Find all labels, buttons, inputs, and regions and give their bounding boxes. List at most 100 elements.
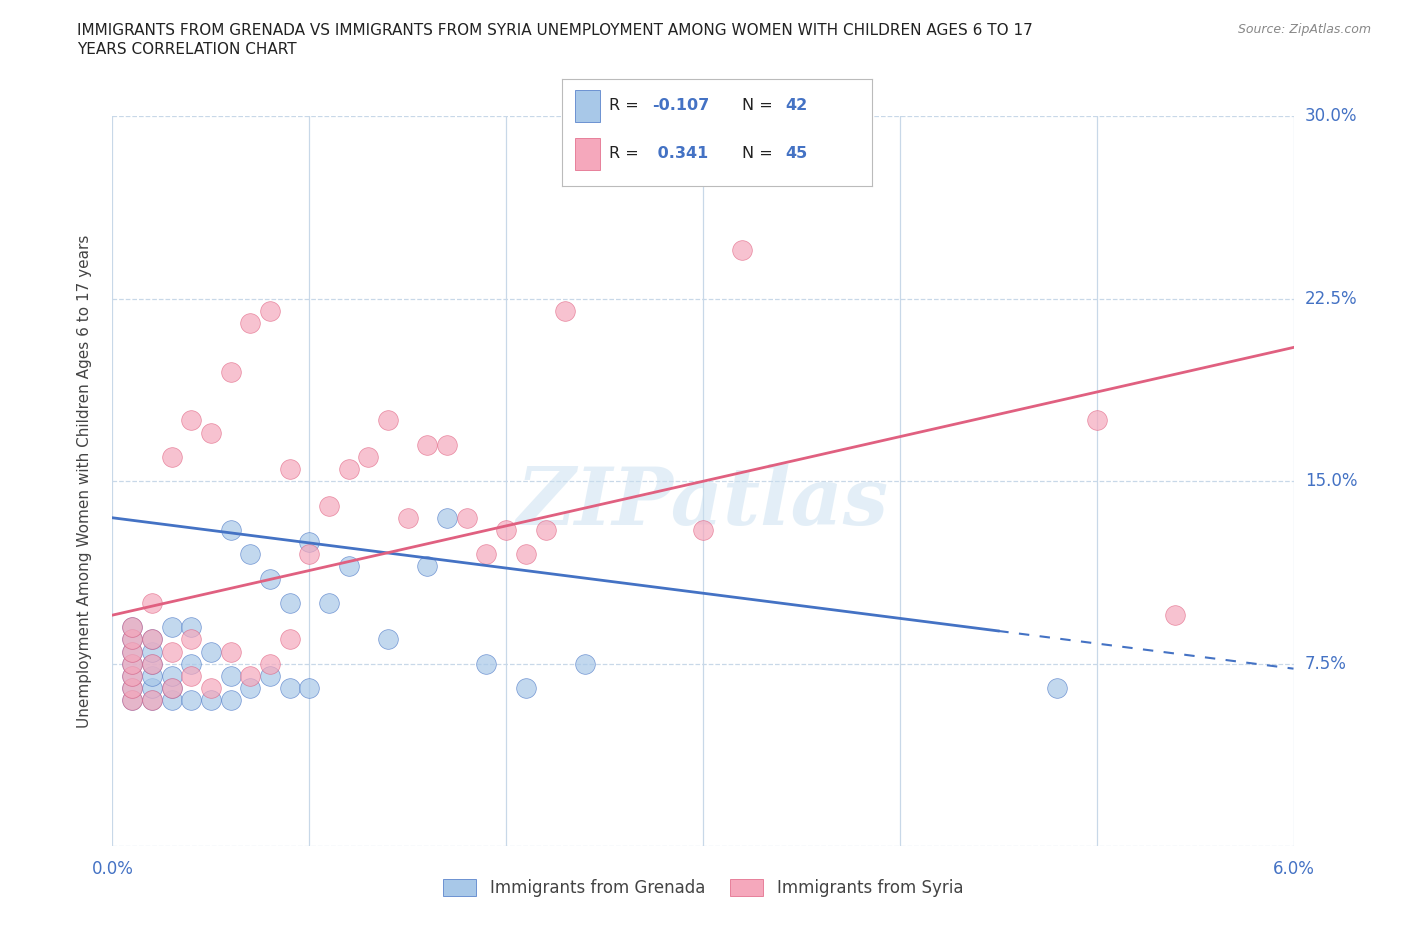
Point [121, 657, 143, 671]
Point [219, 523, 242, 538]
Text: IMMIGRANTS FROM GRENADA VS IMMIGRANTS FROM SYRIA UNEMPLOYMENT AMONG WOMEN WITH C: IMMIGRANTS FROM GRENADA VS IMMIGRANTS FR… [77, 23, 1033, 38]
Point [692, 523, 714, 538]
Point [121, 620, 143, 635]
Point [416, 559, 439, 574]
Point [554, 303, 576, 318]
Text: 22.5%: 22.5% [1305, 290, 1357, 308]
Point [239, 315, 262, 330]
Point [298, 535, 321, 550]
Point [1164, 607, 1187, 622]
Point [141, 693, 163, 708]
Point [121, 693, 143, 708]
Text: Source: ZipAtlas.com: Source: ZipAtlas.com [1237, 23, 1371, 36]
Point [121, 657, 143, 671]
Text: N =: N = [742, 146, 778, 162]
Point [239, 547, 262, 562]
Point [180, 632, 202, 647]
Text: 45: 45 [785, 146, 807, 162]
Point [278, 461, 301, 476]
Point [259, 571, 281, 586]
Point [219, 365, 242, 379]
Point [141, 681, 163, 696]
Point [436, 511, 458, 525]
Point [121, 681, 143, 696]
Point [121, 669, 143, 684]
Point [475, 547, 498, 562]
Point [219, 693, 242, 708]
Point [377, 632, 399, 647]
Point [121, 681, 143, 696]
Point [160, 681, 183, 696]
Point [1046, 681, 1069, 696]
Point [200, 681, 222, 696]
Point [515, 547, 537, 562]
Point [121, 693, 143, 708]
Point [731, 243, 754, 258]
Point [534, 523, 557, 538]
Point [180, 657, 202, 671]
Text: -0.107: -0.107 [652, 99, 710, 113]
Text: 30.0%: 30.0% [1305, 107, 1357, 126]
Point [259, 669, 281, 684]
Point [160, 620, 183, 635]
Point [200, 693, 222, 708]
Point [121, 644, 143, 659]
Point [357, 449, 380, 464]
Point [200, 644, 222, 659]
Point [318, 498, 340, 513]
Text: 0.341: 0.341 [652, 146, 709, 162]
Text: 6.0%: 6.0% [1272, 860, 1315, 878]
Point [180, 693, 202, 708]
Point [121, 632, 143, 647]
Point [160, 669, 183, 684]
Point [1085, 413, 1108, 428]
Point [337, 559, 360, 574]
Text: YEARS CORRELATION CHART: YEARS CORRELATION CHART [77, 42, 297, 57]
Point [318, 595, 340, 610]
Point [141, 693, 163, 708]
Point [337, 461, 360, 476]
Point [121, 669, 143, 684]
FancyBboxPatch shape [575, 138, 599, 170]
Point [416, 437, 439, 452]
Point [259, 303, 281, 318]
Point [121, 620, 143, 635]
Point [219, 644, 242, 659]
Point [141, 644, 163, 659]
Point [436, 437, 458, 452]
Point [141, 657, 163, 671]
Point [141, 632, 163, 647]
Point [515, 681, 537, 696]
Point [475, 657, 498, 671]
Point [121, 644, 143, 659]
Point [495, 523, 517, 538]
Point [278, 632, 301, 647]
Legend: Immigrants from Grenada, Immigrants from Syria: Immigrants from Grenada, Immigrants from… [436, 872, 970, 904]
Point [239, 669, 262, 684]
Point [160, 681, 183, 696]
Text: 15.0%: 15.0% [1305, 472, 1357, 490]
Point [239, 681, 262, 696]
Text: R =: R = [609, 146, 644, 162]
Point [180, 669, 202, 684]
Text: 42: 42 [785, 99, 807, 113]
Text: 0.0%: 0.0% [91, 860, 134, 878]
Text: R =: R = [609, 99, 644, 113]
Point [278, 595, 301, 610]
Point [200, 425, 222, 440]
Point [456, 511, 478, 525]
Point [259, 657, 281, 671]
Point [574, 657, 596, 671]
Point [121, 632, 143, 647]
Point [160, 644, 183, 659]
Point [160, 693, 183, 708]
Point [298, 681, 321, 696]
Text: ZIPatlas: ZIPatlas [517, 464, 889, 542]
Point [180, 413, 202, 428]
Y-axis label: Unemployment Among Women with Children Ages 6 to 17 years: Unemployment Among Women with Children A… [77, 234, 91, 728]
Point [298, 547, 321, 562]
Text: 7.5%: 7.5% [1305, 655, 1347, 672]
Point [278, 681, 301, 696]
Point [377, 413, 399, 428]
Point [396, 511, 419, 525]
